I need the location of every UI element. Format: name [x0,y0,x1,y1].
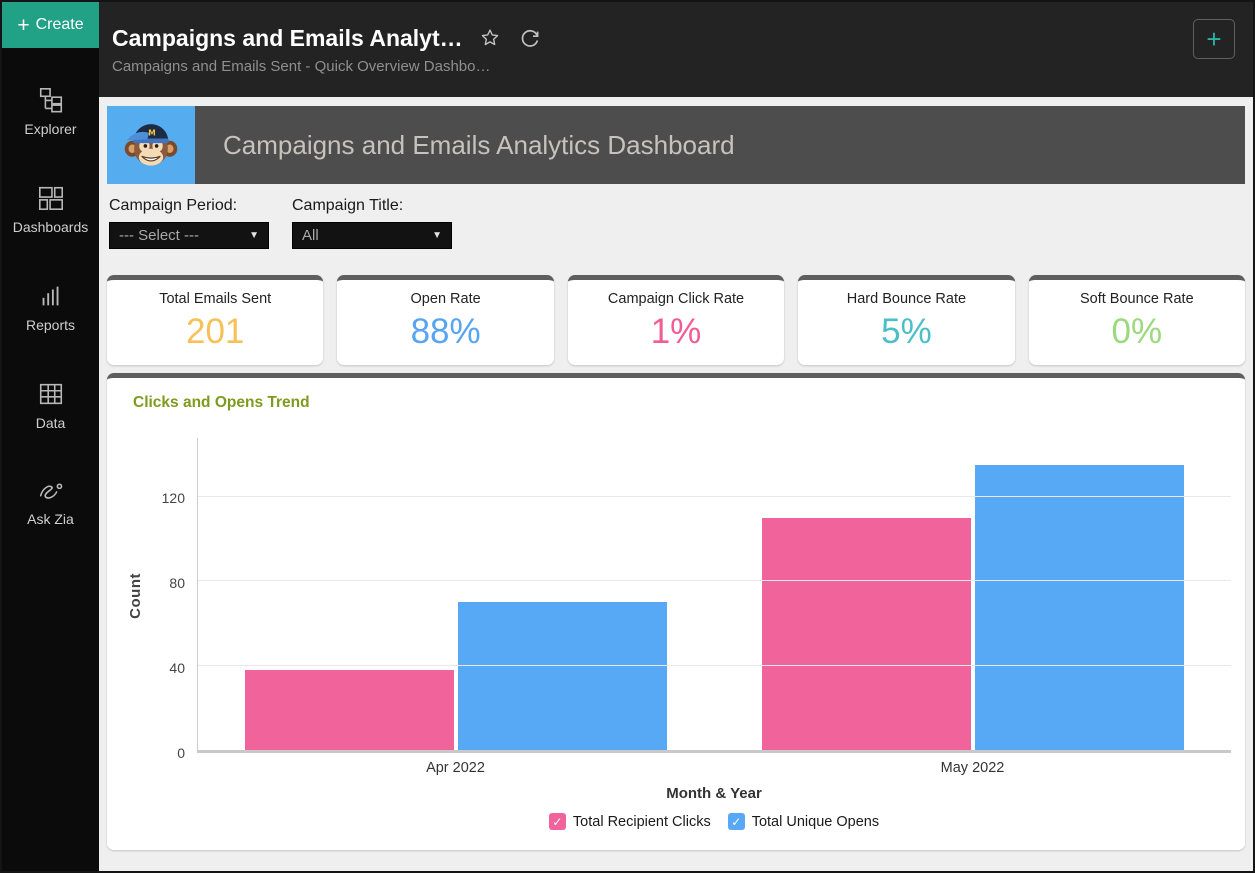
add-widget-button[interactable]: + [1193,19,1235,59]
kpi-label: Soft Bounce Rate [1079,291,1194,307]
legend-label: Total Recipient Clicks [572,813,711,830]
sidebar-item-label: Dashboards [12,219,89,235]
y-axis-ticks: 0 40 80 120 [147,438,197,761]
plot-region [197,438,1231,753]
selected-value: --- Select --- [119,227,199,244]
chevron-down-icon: ▼ [432,230,442,241]
page-title: Campaigns and Emails Analyt… [112,24,463,51]
kpi-value: 1% [650,312,702,351]
chart-legend: ✓ Total Recipient Clicks ✓ Total Unique Ope… [197,813,1231,830]
gridline-120 [198,496,1231,498]
campaign-title-select[interactable]: All ▼ [292,222,452,249]
filter-label: Campaign Title: [292,197,404,214]
sidebar-item-label: Ask Zia [27,511,74,527]
y-tick-120: 120 [161,489,185,506]
create-button-label: Create [35,16,84,33]
kpi-card-campaign-click-rate: Campaign Click Rate 1% [567,275,785,365]
campaign-title-filter: Campaign Title: All ▼ [292,197,452,249]
filter-bar: Campaign Period: --- Select --- ▼ Campai… [107,184,1245,275]
kpi-label: Open Rate [410,291,481,307]
refresh-icon[interactable] [517,25,543,51]
x-tick-may-2022: May 2022 [940,760,1005,776]
kpi-card-soft-bounce-rate: Soft Bounce Rate 0% [1028,275,1246,365]
sidebar-item-dashboards[interactable]: Dashboards [2,172,99,247]
legend-item-total-unique-opens[interactable]: ✓ Total Unique Opens [727,813,880,830]
sidebar-item-label: Reports [25,317,76,333]
x-tick-apr-2022: Apr 2022 [426,760,485,776]
dashboard-content: M Campaigns and Emails Analytics Dashboa… [99,97,1253,871]
bar-group-may-2022 [715,438,1232,750]
mailchimp-logo: M [107,106,195,184]
y-axis-label: Count [126,572,144,619]
kpi-label: Hard Bounce Rate [846,291,967,307]
top-header: Campaigns and Emails Analyt… Campaigns a… [99,2,1253,97]
chart-plot-area: Count 0 40 80 120 [123,438,1231,761]
campaign-period-filter: Campaign Period: --- Select --- ▼ [109,197,269,249]
bar-group-apr-2022 [198,438,715,750]
svg-text:M: M [148,129,155,138]
sidebar-item-reports[interactable]: Reports [2,270,99,345]
filter-label: Campaign Period: [109,197,238,214]
page-subtitle: Campaigns and Emails Sent - Quick Overvi… [112,57,491,75]
chart-title: Clicks and Opens Trend [133,394,310,411]
kpi-value: 0% [1111,312,1163,351]
bar-total-recipient-clicks-may-2022[interactable] [761,518,971,750]
bar-groups [198,438,1231,750]
campaign-period-select[interactable]: --- Select --- ▼ [109,222,269,249]
dashboard-banner: M Campaigns and Emails Analytics Dashboa… [107,106,1245,184]
y-tick-40: 40 [169,659,185,676]
kpi-card-total-emails-sent: Total Emails Sent 201 [107,275,324,365]
legend-checkbox-icon[interactable]: ✓ [727,813,745,830]
sidebar-item-explorer[interactable]: Explorer [2,74,99,149]
dashboards-icon [37,184,65,212]
sidebar-item-label: Explorer [24,121,77,137]
legend-label: Total Unique Opens [751,813,880,830]
gridline-40 [198,664,1231,666]
explorer-icon [37,86,65,114]
y-tick-0: 0 [177,745,185,761]
x-axis-label: Month & Year [666,785,762,802]
kpi-value: 88% [410,312,481,351]
bar-total-unique-opens-apr-2022[interactable] [458,602,668,750]
gridline-80 [198,580,1231,582]
favorite-star-icon[interactable] [477,25,503,51]
bar-total-unique-opens-may-2022[interactable] [974,465,1184,750]
legend-item-total-recipient-clicks[interactable]: ✓ Total Recipient Clicks [548,813,711,830]
bar-chart-icon [37,282,65,310]
sidebar: + Create Explorer [2,2,99,871]
table-icon [37,380,65,408]
sidebar-item-label: Data [35,415,66,431]
zia-icon [36,478,66,504]
kpi-label: Total Emails Sent [159,291,272,307]
kpi-card-open-rate: Open Rate 88% [337,275,554,365]
banner-title: Campaigns and Emails Analytics Dashboard [223,129,735,160]
kpi-card-hard-bounce-rate: Hard Bounce Rate 5% [798,275,1015,365]
y-tick-80: 80 [169,574,185,591]
sidebar-item-data[interactable]: Data [2,368,99,443]
bar-total-recipient-clicks-apr-2022[interactable] [245,669,455,750]
clicks-opens-trend-chart: Clicks and Opens Trend Count 0 40 80 120 Ap… [107,373,1245,850]
kpi-row: Total Emails Sent 201 Open Rate 88% Camp… [107,275,1246,365]
sidebar-nav: Explorer Dashboards [2,48,99,562]
legend-checkbox-icon[interactable]: ✓ [548,813,566,830]
kpi-value: 201 [186,312,245,351]
kpi-value: 5% [881,312,932,351]
create-button[interactable]: + Create [2,2,99,48]
selected-value: All [302,227,319,244]
plus-icon: + [17,13,30,37]
chevron-down-icon: ▼ [249,230,259,241]
x-axis-ticks: Apr 2022 May 2022 [197,753,1231,776]
sidebar-item-ask-zia[interactable]: Ask Zia [2,466,99,539]
kpi-label: Campaign Click Rate [607,291,745,307]
